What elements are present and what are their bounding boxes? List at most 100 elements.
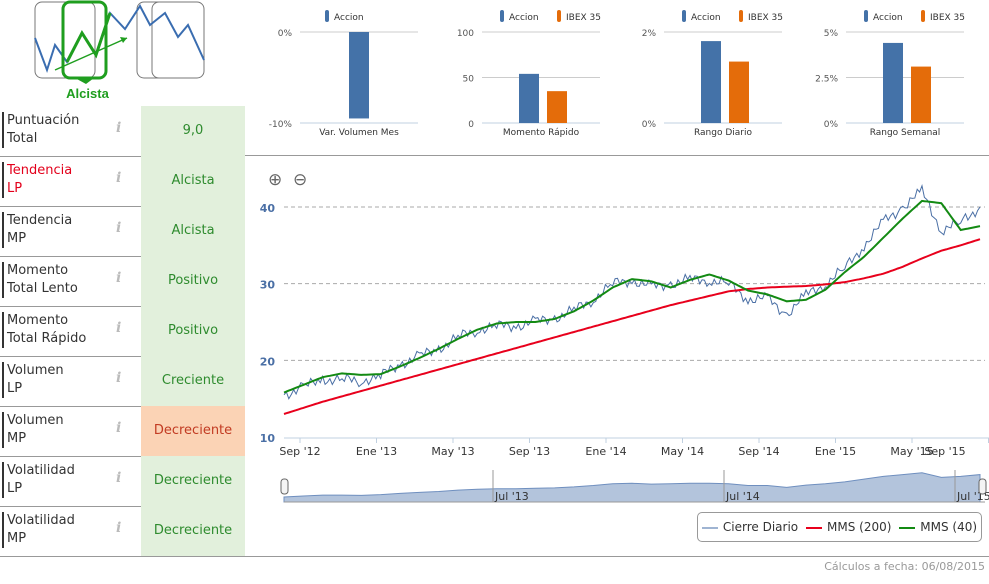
x-tick-label: May '13 bbox=[431, 445, 474, 458]
legend-label: IBEX 35 bbox=[748, 13, 783, 23]
legend-mms200[interactable]: MMS (200) bbox=[806, 520, 891, 534]
zoom-out-icon[interactable]: ⊖ bbox=[293, 170, 308, 190]
indicator-value: Alcista bbox=[141, 206, 245, 256]
calc-date: Cálculos a fecha: 06/08/2015 bbox=[824, 560, 985, 573]
info-icon[interactable]: i bbox=[116, 320, 122, 336]
legend-close[interactable]: Cierre Diario bbox=[701, 520, 799, 534]
chart-title: Rango Semanal bbox=[870, 128, 941, 138]
bar bbox=[911, 66, 931, 123]
y-tick-label: 30 bbox=[260, 279, 276, 292]
indicator-row: Tendencia LP i Alcista bbox=[0, 156, 245, 207]
trend-signal-label: Alcista bbox=[66, 86, 109, 101]
info-icon[interactable]: i bbox=[116, 470, 122, 486]
indicator-value: Positivo bbox=[141, 306, 245, 356]
bar bbox=[883, 42, 903, 123]
indicator-value: Decreciente bbox=[141, 456, 245, 506]
x-tick-label: Sep '15 bbox=[924, 445, 965, 458]
navigator-handle[interactable] bbox=[978, 478, 987, 495]
bar bbox=[729, 61, 749, 123]
indicator-label: Volumen LP bbox=[2, 362, 117, 398]
info-icon[interactable]: i bbox=[116, 370, 122, 386]
bar bbox=[349, 32, 369, 119]
series-mms-200 bbox=[283, 238, 981, 415]
indicator-value: Positivo bbox=[141, 256, 245, 306]
indicator-label-line1: Volumen bbox=[7, 363, 64, 378]
y-tick-label: -10% bbox=[269, 120, 293, 130]
indicator-row: Volumen MP i Decreciente bbox=[0, 406, 245, 457]
info-icon[interactable]: i bbox=[116, 220, 122, 236]
y-tick-label: 2.5% bbox=[815, 75, 838, 85]
navigator-label: Jul '13 bbox=[494, 490, 529, 503]
trend-signal-graphic bbox=[34, 0, 205, 84]
indicator-row: Volatilidad MP i Decreciente bbox=[0, 506, 245, 557]
bar bbox=[701, 41, 721, 123]
legend-label: Accion bbox=[334, 13, 364, 23]
chart-title: Momento Rápido bbox=[503, 128, 580, 138]
indicator-label: Puntuación Total bbox=[2, 112, 117, 148]
legend-marker bbox=[739, 10, 743, 22]
indicator-row: Volumen LP i Creciente bbox=[0, 356, 245, 407]
indicator-value: Creciente bbox=[141, 356, 245, 406]
info-icon[interactable]: i bbox=[116, 270, 122, 286]
indicator-label-line2: MP bbox=[7, 231, 27, 246]
indicator-label-line2: Total Lento bbox=[7, 281, 78, 296]
info-icon[interactable]: i bbox=[116, 170, 122, 186]
legend-mms40-label: MMS (40) bbox=[920, 520, 978, 534]
indicator-label: Tendencia LP bbox=[2, 162, 117, 198]
y-tick-label: 50 bbox=[463, 75, 475, 85]
legend-mms40[interactable]: MMS (40) bbox=[899, 520, 977, 534]
zoom-in-icon[interactable]: ⊕ bbox=[268, 170, 283, 190]
navigator-label: Jul '14 bbox=[725, 490, 760, 503]
y-tick-label: 5% bbox=[824, 29, 839, 39]
indicator-value: 9,0 bbox=[141, 106, 245, 156]
indicator-label-line1: Volumen bbox=[7, 413, 64, 428]
legend-label: Accion bbox=[691, 13, 721, 23]
navigator-handle[interactable] bbox=[280, 478, 289, 495]
legend-marker bbox=[921, 10, 925, 22]
info-icon[interactable]: i bbox=[116, 420, 122, 436]
x-tick-label: Sep '13 bbox=[509, 445, 550, 458]
indicator-label: Momento Total Rápido bbox=[2, 312, 117, 348]
legend-marker bbox=[500, 10, 504, 22]
y-tick-label: 40 bbox=[260, 202, 276, 215]
divider bbox=[245, 155, 989, 156]
series-mms-40 bbox=[283, 199, 981, 394]
indicator-label: Momento Total Lento bbox=[2, 262, 117, 298]
y-tick-label: 2% bbox=[642, 29, 657, 39]
x-tick-label: Sep '14 bbox=[738, 445, 779, 458]
series-cierre-diario bbox=[283, 184, 981, 400]
bar bbox=[547, 91, 567, 123]
y-tick-label: 0 bbox=[468, 120, 474, 130]
x-tick-label: May '15 bbox=[890, 445, 933, 458]
y-tick-label: 100 bbox=[457, 29, 474, 39]
info-icon[interactable]: i bbox=[116, 520, 122, 536]
indicator-label-line1: Momento bbox=[7, 263, 69, 278]
price-chart[interactable]: 10 20 30 40 Sep '12 Ene '13 May '13 Sep '13 Ene … bbox=[245, 160, 989, 510]
y-tick-label: 0% bbox=[824, 120, 839, 130]
indicator-label-line2: Total bbox=[7, 131, 38, 146]
y-tick-label: 10 bbox=[260, 432, 276, 445]
indicator-label-line2: LP bbox=[7, 381, 23, 396]
indicator-label: Volumen MP bbox=[2, 412, 117, 448]
y-tick-label: 20 bbox=[260, 355, 276, 368]
indicator-label-line2: MP bbox=[7, 431, 27, 446]
y-tick-label: 0% bbox=[642, 120, 657, 130]
legend-marker bbox=[682, 10, 686, 22]
x-tick-label: Sep '12 bbox=[279, 445, 320, 458]
info-icon[interactable]: i bbox=[116, 120, 122, 136]
indicator-row: Puntuación Total i 9,0 bbox=[0, 106, 245, 157]
x-tick-label: Ene '13 bbox=[356, 445, 397, 458]
indicator-label: Tendencia MP bbox=[2, 212, 117, 248]
legend-mms200-label: MMS (200) bbox=[827, 520, 892, 534]
bar-charts: Accion 0% -10% Var. Volumen Mes Accion IBEX 3… bbox=[269, 10, 965, 138]
indicator-label-line1: Tendencia bbox=[7, 213, 73, 228]
legend-close-label: Cierre Diario bbox=[722, 520, 799, 534]
x-tick-label: Ene '15 bbox=[815, 445, 856, 458]
legend-label: IBEX 35 bbox=[566, 13, 601, 23]
indicator-label-line2: LP bbox=[7, 481, 23, 496]
indicator-label-line1: Tendencia bbox=[7, 163, 73, 178]
legend-marker bbox=[557, 10, 561, 22]
indicator-value: Alcista bbox=[141, 156, 245, 206]
chart-title: Rango Diario bbox=[694, 128, 753, 138]
x-tick-label: May '14 bbox=[661, 445, 704, 458]
